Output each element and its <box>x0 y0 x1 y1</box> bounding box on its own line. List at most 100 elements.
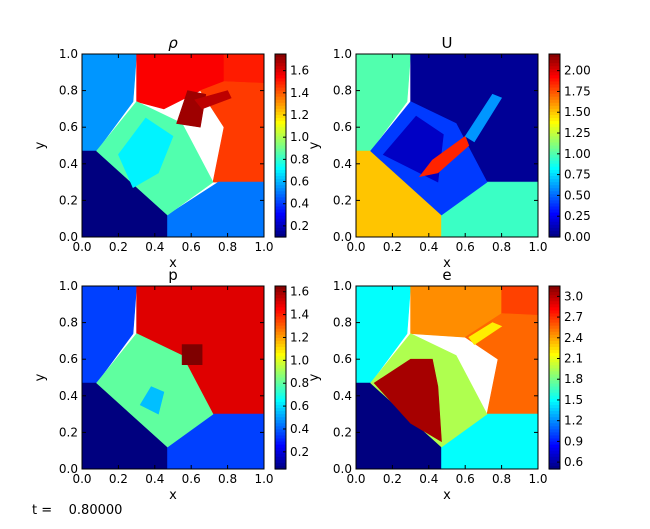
colorbar-step <box>275 99 286 104</box>
colorbar-tick-label: 0.4 <box>290 197 309 211</box>
colorbar-step <box>549 313 560 318</box>
colorbar-step <box>549 224 560 229</box>
colorbar-step <box>549 176 560 180</box>
colorbar-step <box>549 139 560 144</box>
colorbar-step <box>275 206 286 211</box>
colorbar-tick-label: 0.6 <box>564 455 583 469</box>
colorbar-step <box>275 380 286 385</box>
colorbar-step <box>549 233 560 238</box>
heatmap-field <box>82 286 264 469</box>
colorbar-step <box>275 389 286 394</box>
colorbar-step <box>549 432 560 437</box>
colorbar-step <box>275 459 286 464</box>
colorbar-step <box>275 325 286 330</box>
colorbar-step <box>549 105 560 110</box>
colorbar-step <box>549 212 560 217</box>
x-tick-label: 0.8 <box>492 472 511 486</box>
colorbar: 0.2 0.4 0.6 0.8 1.0 1.2 1.4 1.6 <box>274 53 309 238</box>
colorbar-step <box>549 368 560 372</box>
x-axis-label: x <box>169 256 177 271</box>
colorbar-step <box>275 313 286 318</box>
colorbar-step <box>549 292 560 296</box>
colorbar-step <box>275 292 286 296</box>
heatmap-region <box>223 54 264 84</box>
colorbar: 0.00 0.25 0.50 0.75 1.00 1.25 1.50 1.75 2.00 <box>548 53 591 244</box>
panel-1: 0.0 0.2 0.4 0.6 0.8 1.0 0.0 0.2 0.4 0.6 0.8 1.0 ρ x y 0… <box>33 34 309 271</box>
colorbar-step <box>275 465 286 470</box>
colorbar-step <box>549 417 560 421</box>
x-tick-label: 0.4 <box>145 240 164 254</box>
time-label: t = 0.80000 <box>32 503 123 518</box>
heatmap-region <box>441 413 538 469</box>
y-tick-label: 1.0 <box>59 279 78 293</box>
colorbar-step <box>275 179 286 183</box>
colorbar-step <box>275 163 286 168</box>
colorbar-step <box>549 197 560 201</box>
x-tick-label: 0.2 <box>109 240 128 254</box>
colorbar-step <box>275 130 286 134</box>
colorbar-step <box>275 414 286 418</box>
x-tick-label: 0.0 <box>72 472 91 486</box>
colorbar-step <box>275 426 286 430</box>
heatmap-field <box>356 286 538 469</box>
colorbar-step <box>549 447 560 452</box>
colorbar-tick-label: 0.6 <box>290 399 309 413</box>
colorbar-tick-label: 0.25 <box>564 209 591 223</box>
colorbar-step <box>275 75 286 79</box>
colorbar-tick-label: 1.00 <box>564 147 591 161</box>
colorbar-step <box>549 356 560 360</box>
colorbar-step <box>275 69 286 73</box>
colorbar-tick-label: 2.00 <box>564 64 591 78</box>
colorbar-step <box>275 169 286 174</box>
colorbar-step <box>275 456 286 461</box>
colorbar-step <box>275 420 286 424</box>
colorbar-step <box>275 133 286 137</box>
colorbar-step <box>549 221 560 226</box>
x-tick-label: 0.6 <box>456 240 475 254</box>
colorbar-step <box>549 154 560 159</box>
y-axis-label: y <box>33 373 48 381</box>
colorbar-step <box>275 340 286 345</box>
y-tick-label: 0.4 <box>59 389 78 403</box>
y-tick-label: 0.6 <box>59 352 78 366</box>
heatmap-region <box>181 344 203 366</box>
colorbar-step <box>275 444 286 449</box>
colorbar-step <box>275 438 286 443</box>
colorbar-tick-label: 1.5 <box>564 393 583 407</box>
colorbar-step <box>275 374 286 379</box>
colorbar-step <box>275 356 286 360</box>
colorbar-step <box>549 328 560 333</box>
colorbar-step <box>549 340 560 345</box>
x-tick-label: 0.0 <box>346 240 365 254</box>
colorbar-step <box>275 215 286 220</box>
colorbar-step <box>549 188 560 192</box>
x-tick-label: 0.2 <box>383 240 402 254</box>
colorbar-step <box>275 182 286 186</box>
colorbar-tick-label: 1.25 <box>564 126 591 140</box>
colorbar-step <box>275 194 286 198</box>
x-tick-label: 1.0 <box>528 472 547 486</box>
colorbar-step <box>549 350 560 354</box>
x-tick-label: 0.2 <box>109 472 128 486</box>
colorbar-step <box>549 90 560 95</box>
colorbar-step <box>275 322 286 327</box>
colorbar-tick-label: 1.8 <box>564 372 583 386</box>
x-tick-label: 0.0 <box>346 472 365 486</box>
axes-frame <box>81 285 265 470</box>
colorbar-step <box>549 374 560 379</box>
colorbar-tick-label: 1.50 <box>564 105 591 119</box>
colorbar-step <box>275 310 286 315</box>
y-tick-label: 0.8 <box>333 84 352 98</box>
x-tick-label: 0.4 <box>145 472 164 486</box>
colorbar-step <box>549 136 560 140</box>
colorbar-step <box>275 286 286 290</box>
colorbar-step <box>549 383 560 388</box>
colorbar-step <box>275 304 286 308</box>
colorbar-step <box>275 209 286 214</box>
colorbar-tick-label: 1.0 <box>290 130 309 144</box>
colorbar-step <box>275 111 286 116</box>
colorbar-step <box>275 368 286 372</box>
colorbar-step <box>275 102 286 107</box>
colorbar-tick-label: 1.75 <box>564 84 591 98</box>
